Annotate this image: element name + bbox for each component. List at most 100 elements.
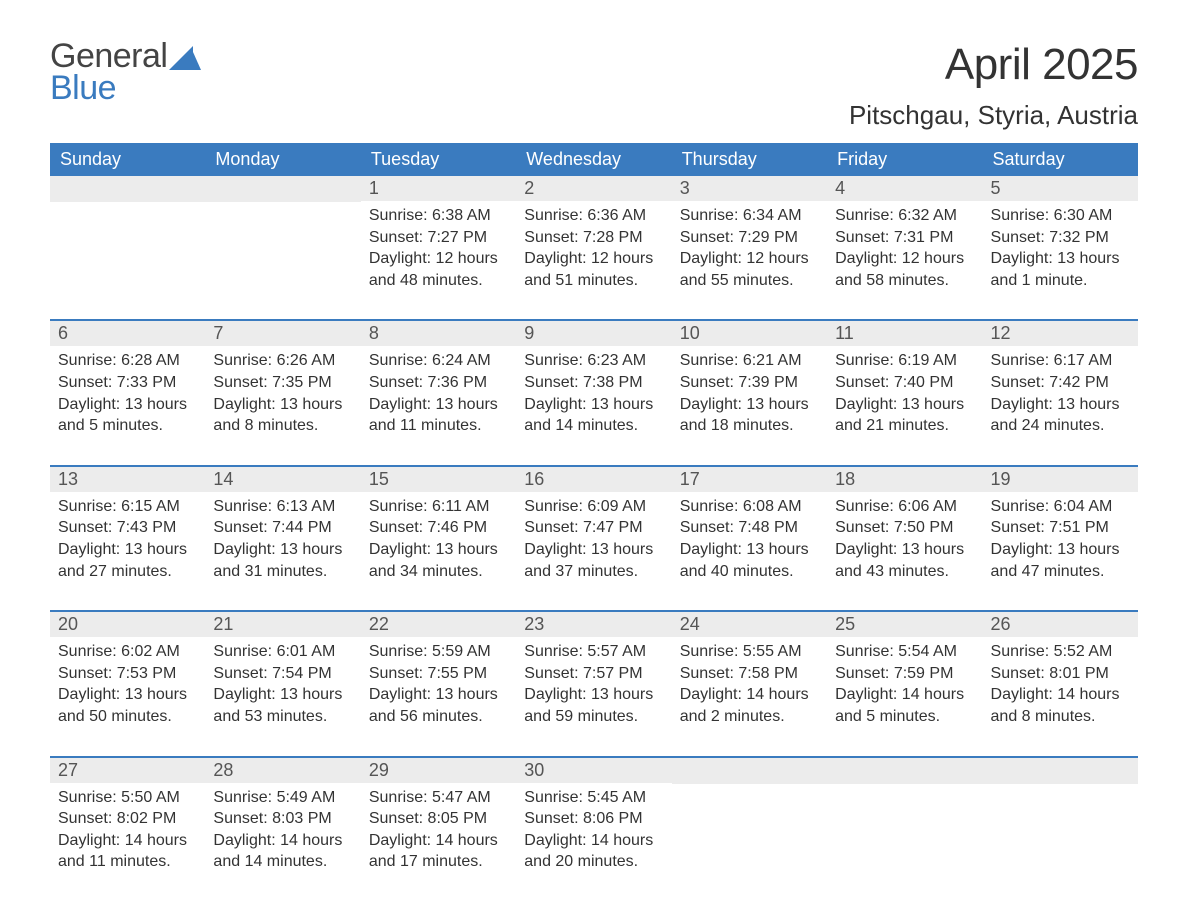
sunrise-line: Sunrise: 5:49 AM xyxy=(213,787,352,809)
daylight-line: Daylight: 13 hours xyxy=(58,539,197,561)
daylight-line: Daylight: 14 hours xyxy=(991,684,1130,706)
day-details: Sunrise: 6:32 AMSunset: 7:31 PMDaylight:… xyxy=(827,201,982,295)
daylight-line: and 5 minutes. xyxy=(58,415,197,437)
sunset-line: Sunset: 7:27 PM xyxy=(369,227,508,249)
sunrise-line: Sunrise: 6:09 AM xyxy=(524,496,663,518)
daylight-line: Daylight: 13 hours xyxy=(991,539,1130,561)
sunrise-line: Sunrise: 6:11 AM xyxy=(369,496,508,518)
weekday-header: Friday xyxy=(827,143,982,176)
day-number: 10 xyxy=(672,321,827,346)
sunset-line: Sunset: 7:42 PM xyxy=(991,372,1130,394)
day-cell: 20Sunrise: 6:02 AMSunset: 7:53 PMDayligh… xyxy=(50,612,205,731)
daylight-line: and 53 minutes. xyxy=(213,706,352,728)
daylight-line: and 50 minutes. xyxy=(58,706,197,728)
sunrise-line: Sunrise: 6:15 AM xyxy=(58,496,197,518)
daylight-line: and 11 minutes. xyxy=(58,851,197,873)
sunset-line: Sunset: 7:59 PM xyxy=(835,663,974,685)
day-number: 28 xyxy=(205,758,360,783)
day-details: Sunrise: 6:13 AMSunset: 7:44 PMDaylight:… xyxy=(205,492,360,586)
sunset-line: Sunset: 7:29 PM xyxy=(680,227,819,249)
sunset-line: Sunset: 7:28 PM xyxy=(524,227,663,249)
weekday-header: Monday xyxy=(205,143,360,176)
day-details: Sunrise: 6:01 AMSunset: 7:54 PMDaylight:… xyxy=(205,637,360,731)
day-details: Sunrise: 6:11 AMSunset: 7:46 PMDaylight:… xyxy=(361,492,516,586)
daylight-line: Daylight: 13 hours xyxy=(213,394,352,416)
day-number: 11 xyxy=(827,321,982,346)
sunrise-line: Sunrise: 6:38 AM xyxy=(369,205,508,227)
sunset-line: Sunset: 7:44 PM xyxy=(213,517,352,539)
daylight-line: Daylight: 13 hours xyxy=(213,684,352,706)
daylight-line: and 56 minutes. xyxy=(369,706,508,728)
day-number: 8 xyxy=(361,321,516,346)
day-details: Sunrise: 6:17 AMSunset: 7:42 PMDaylight:… xyxy=(983,346,1138,440)
daylight-line: Daylight: 13 hours xyxy=(680,394,819,416)
day-details: Sunrise: 5:57 AMSunset: 7:57 PMDaylight:… xyxy=(516,637,671,731)
daylight-line: and 27 minutes. xyxy=(58,561,197,583)
day-details: Sunrise: 5:49 AMSunset: 8:03 PMDaylight:… xyxy=(205,783,360,877)
day-cell: 2Sunrise: 6:36 AMSunset: 7:28 PMDaylight… xyxy=(516,176,671,295)
sunset-line: Sunset: 8:02 PM xyxy=(58,808,197,830)
day-cell: 19Sunrise: 6:04 AMSunset: 7:51 PMDayligh… xyxy=(983,467,1138,586)
daylight-line: Daylight: 13 hours xyxy=(369,684,508,706)
day-number: 21 xyxy=(205,612,360,637)
daylight-line: and 18 minutes. xyxy=(680,415,819,437)
sunrise-line: Sunrise: 5:57 AM xyxy=(524,641,663,663)
day-cell xyxy=(827,758,982,877)
day-number: 2 xyxy=(516,176,671,201)
weekday-header: Sunday xyxy=(50,143,205,176)
sunset-line: Sunset: 7:48 PM xyxy=(680,517,819,539)
daylight-line: and 24 minutes. xyxy=(991,415,1130,437)
day-number: 9 xyxy=(516,321,671,346)
daylight-line: Daylight: 14 hours xyxy=(213,830,352,852)
day-number: 4 xyxy=(827,176,982,201)
logo-text: General Blue xyxy=(50,40,167,105)
sunrise-line: Sunrise: 6:19 AM xyxy=(835,350,974,372)
logo-word2: Blue xyxy=(50,69,116,107)
sunrise-line: Sunrise: 6:26 AM xyxy=(213,350,352,372)
day-cell xyxy=(205,176,360,295)
day-cell: 14Sunrise: 6:13 AMSunset: 7:44 PMDayligh… xyxy=(205,467,360,586)
sunset-line: Sunset: 7:58 PM xyxy=(680,663,819,685)
day-number-empty xyxy=(50,176,205,202)
sunset-line: Sunset: 7:47 PM xyxy=(524,517,663,539)
day-cell: 28Sunrise: 5:49 AMSunset: 8:03 PMDayligh… xyxy=(205,758,360,877)
day-cell: 27Sunrise: 5:50 AMSunset: 8:02 PMDayligh… xyxy=(50,758,205,877)
day-number: 1 xyxy=(361,176,516,201)
day-number: 17 xyxy=(672,467,827,492)
week-row: 6Sunrise: 6:28 AMSunset: 7:33 PMDaylight… xyxy=(50,319,1138,440)
daylight-line: and 55 minutes. xyxy=(680,270,819,292)
day-number: 27 xyxy=(50,758,205,783)
daylight-line: and 43 minutes. xyxy=(835,561,974,583)
daylight-line: and 14 minutes. xyxy=(213,851,352,873)
logo-sail-icon xyxy=(169,46,201,74)
day-number: 26 xyxy=(983,612,1138,637)
daylight-line: Daylight: 13 hours xyxy=(58,394,197,416)
month-title: April 2025 xyxy=(849,40,1138,90)
day-details: Sunrise: 6:21 AMSunset: 7:39 PMDaylight:… xyxy=(672,346,827,440)
day-number-empty xyxy=(205,176,360,202)
daylight-line: and 20 minutes. xyxy=(524,851,663,873)
day-cell xyxy=(672,758,827,877)
daylight-line: Daylight: 13 hours xyxy=(524,684,663,706)
day-details: Sunrise: 5:54 AMSunset: 7:59 PMDaylight:… xyxy=(827,637,982,731)
logo: General Blue xyxy=(50,40,201,105)
day-number: 12 xyxy=(983,321,1138,346)
sunset-line: Sunset: 8:01 PM xyxy=(991,663,1130,685)
day-details: Sunrise: 6:19 AMSunset: 7:40 PMDaylight:… xyxy=(827,346,982,440)
weekday-header-row: SundayMondayTuesdayWednesdayThursdayFrid… xyxy=(50,143,1138,176)
sunrise-line: Sunrise: 5:52 AM xyxy=(991,641,1130,663)
sunrise-line: Sunrise: 6:06 AM xyxy=(835,496,974,518)
daylight-line: Daylight: 13 hours xyxy=(835,394,974,416)
day-details: Sunrise: 5:45 AMSunset: 8:06 PMDaylight:… xyxy=(516,783,671,877)
day-number: 14 xyxy=(205,467,360,492)
daylight-line: and 11 minutes. xyxy=(369,415,508,437)
sunset-line: Sunset: 7:50 PM xyxy=(835,517,974,539)
daylight-line: Daylight: 14 hours xyxy=(369,830,508,852)
sunrise-line: Sunrise: 6:36 AM xyxy=(524,205,663,227)
day-details: Sunrise: 6:34 AMSunset: 7:29 PMDaylight:… xyxy=(672,201,827,295)
day-number: 22 xyxy=(361,612,516,637)
sunset-line: Sunset: 7:35 PM xyxy=(213,372,352,394)
weekday-header: Thursday xyxy=(672,143,827,176)
day-cell: 1Sunrise: 6:38 AMSunset: 7:27 PMDaylight… xyxy=(361,176,516,295)
week-row: 27Sunrise: 5:50 AMSunset: 8:02 PMDayligh… xyxy=(50,756,1138,877)
